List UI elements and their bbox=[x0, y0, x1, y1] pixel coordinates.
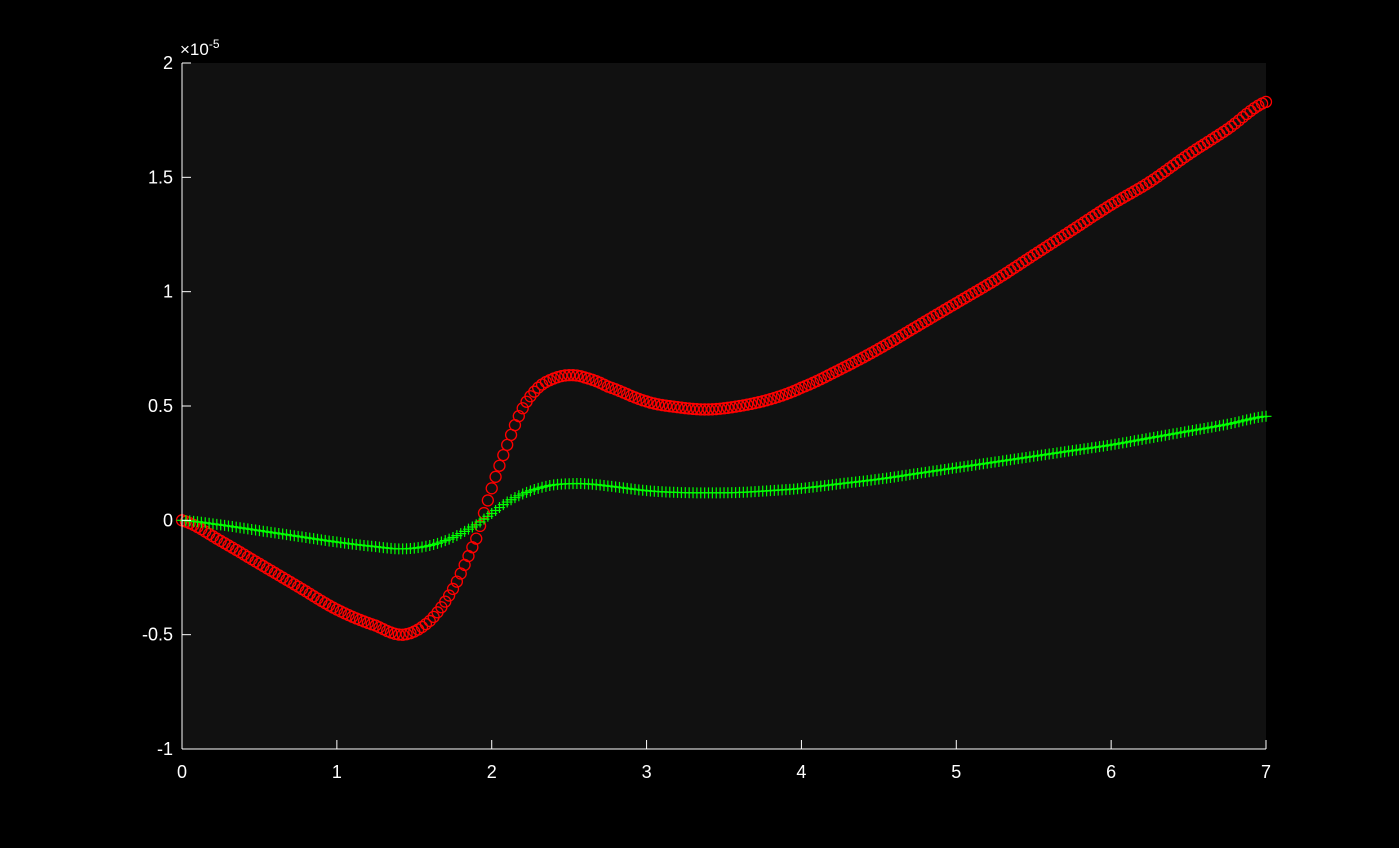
data-point-circle bbox=[442, 589, 456, 602]
y-exponent-label: ×10-5 bbox=[180, 37, 220, 59]
x-tick-label: 2 bbox=[487, 762, 497, 782]
data-point-circle bbox=[493, 459, 506, 472]
data-point-circle bbox=[485, 482, 498, 495]
y-tick-label: 0 bbox=[163, 510, 173, 530]
data-point-circle bbox=[663, 400, 676, 413]
data-point-circle bbox=[1221, 123, 1234, 136]
data-point-circle bbox=[419, 618, 433, 631]
y-tick-label: 2 bbox=[163, 53, 173, 73]
data-point-circle bbox=[713, 402, 727, 415]
series-2 bbox=[176, 410, 1272, 555]
ticks-layer: 0 1 2 3 4 5 6 7 -1 -0.5 0 0.5 1 1.5 2 bbox=[142, 53, 1271, 782]
data-point-circle bbox=[512, 409, 525, 423]
data-point-circle bbox=[721, 401, 735, 414]
data-point-circle bbox=[733, 399, 746, 413]
data-point-circle bbox=[729, 400, 742, 413]
data-point-circle bbox=[1259, 95, 1273, 109]
series-layer bbox=[175, 95, 1273, 641]
data-point-circle bbox=[415, 620, 429, 634]
data-point-plus bbox=[1260, 410, 1272, 422]
x-tick-label: 0 bbox=[177, 762, 187, 782]
data-point-circle bbox=[702, 403, 715, 416]
x-tick-label: 4 bbox=[796, 762, 806, 782]
data-point-circle bbox=[423, 614, 436, 628]
x-tick-label: 7 bbox=[1261, 762, 1271, 782]
x-tick-label: 5 bbox=[951, 762, 961, 782]
data-point-circle bbox=[710, 402, 723, 416]
data-point-circle bbox=[470, 532, 483, 545]
data-point-circle bbox=[1225, 120, 1238, 133]
y-tick-label: -1 bbox=[157, 739, 173, 759]
data-point-circle bbox=[1236, 111, 1249, 124]
data-point-circle bbox=[1232, 114, 1246, 127]
data-point-circle bbox=[489, 470, 502, 483]
data-point-circle bbox=[1228, 117, 1242, 130]
data-point-circle bbox=[450, 575, 464, 588]
x-tick-label: 6 bbox=[1106, 762, 1116, 782]
data-point-circle bbox=[516, 402, 529, 415]
x-tick-label: 3 bbox=[642, 762, 652, 782]
data-point-circle bbox=[667, 400, 680, 413]
data-point-circle bbox=[717, 402, 731, 415]
data-point-circle bbox=[659, 399, 673, 412]
series-1 bbox=[175, 95, 1273, 641]
data-point-circle bbox=[652, 398, 665, 411]
data-point-circle bbox=[562, 368, 576, 382]
data-point-circle bbox=[439, 595, 452, 608]
x-tick-label: 1 bbox=[332, 762, 342, 782]
data-point-circle bbox=[683, 402, 696, 415]
data-point-circle bbox=[737, 399, 750, 412]
data-point-circle bbox=[725, 401, 738, 414]
data-point-circle bbox=[446, 582, 460, 596]
data-point-circle bbox=[671, 400, 684, 414]
data-point-circle bbox=[481, 494, 494, 507]
y-tick-label: 1 bbox=[163, 282, 173, 302]
y-exponent-base: ×10 bbox=[180, 40, 209, 59]
y-tick-label: 0.5 bbox=[148, 396, 173, 416]
data-point-circle bbox=[706, 403, 719, 416]
data-point-circle bbox=[655, 398, 669, 412]
y-tick-label: 1.5 bbox=[148, 167, 173, 187]
data-point-circle bbox=[427, 610, 440, 624]
data-point-circle bbox=[396, 628, 409, 641]
y-tick-label: -0.5 bbox=[142, 625, 173, 645]
data-point-circle bbox=[392, 628, 405, 641]
data-point-circle bbox=[528, 385, 541, 398]
data-point-circle bbox=[679, 401, 692, 415]
data-point-circle bbox=[566, 368, 580, 382]
data-point-circle bbox=[675, 401, 688, 414]
y-exponent-power: -5 bbox=[209, 37, 220, 51]
plot-area bbox=[182, 63, 1266, 749]
data-point-circle bbox=[555, 369, 568, 383]
data-point-circle bbox=[1240, 107, 1253, 121]
